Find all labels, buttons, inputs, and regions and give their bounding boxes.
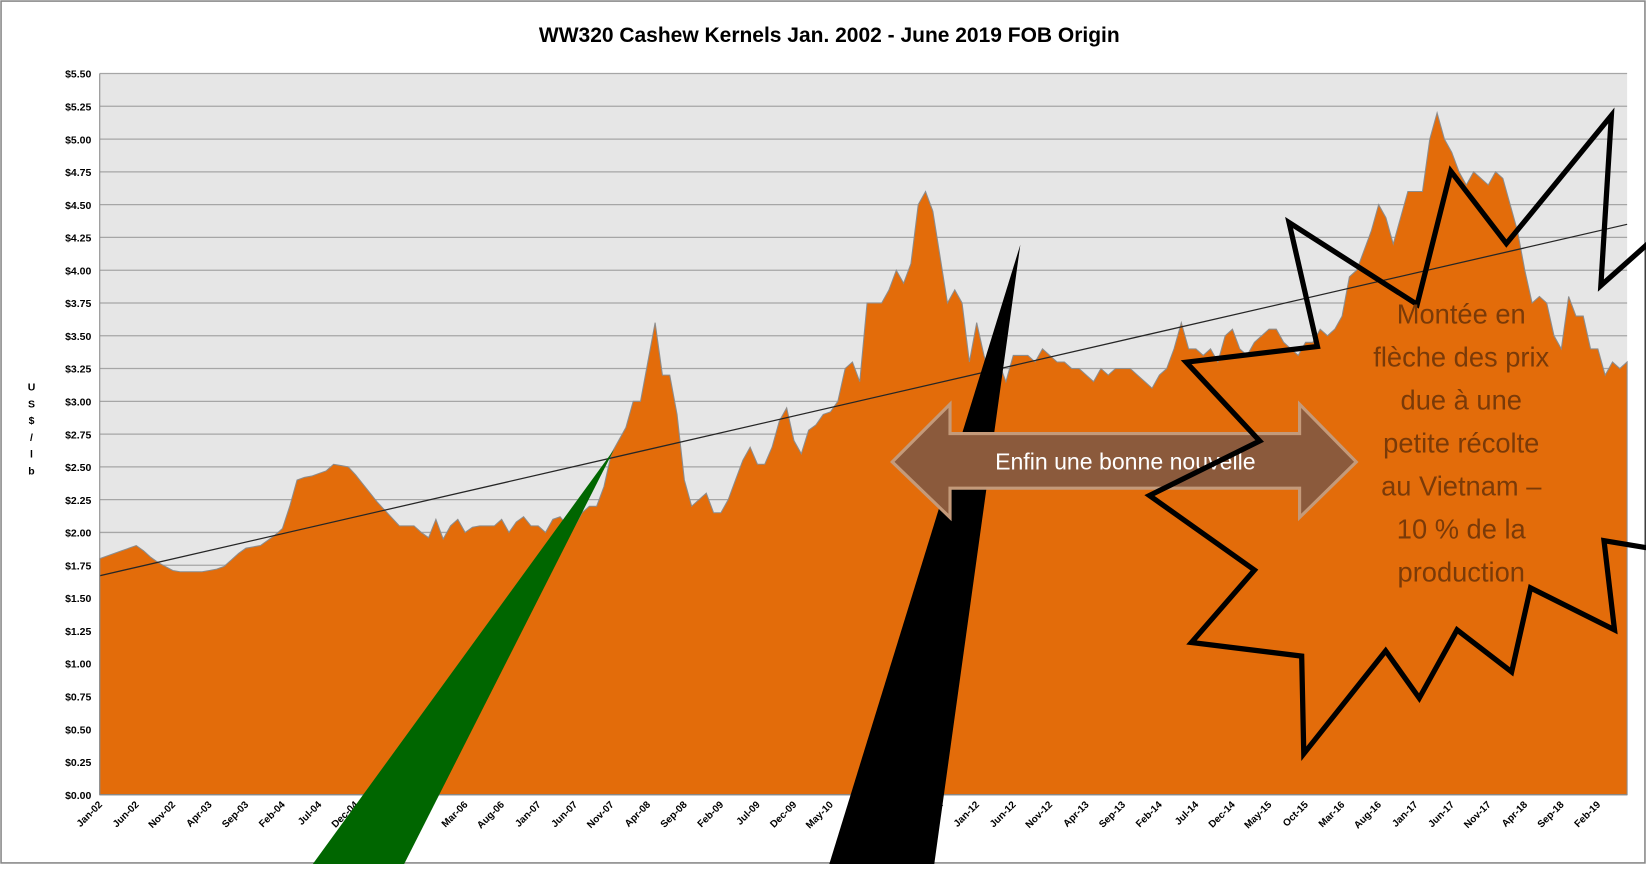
y-tick-label: $0.75	[65, 693, 91, 704]
y-tick-label: $4.75	[65, 168, 91, 179]
chart-title: WW320 Cashew Kernels Jan. 2002 - June 20…	[539, 24, 1120, 47]
starburst-line: petite récolte	[1383, 427, 1539, 458]
starburst-line: 10 % de la	[1397, 514, 1527, 545]
starburst-line: Montée en	[1397, 298, 1526, 329]
y-tick-label: $4.25	[65, 234, 91, 245]
y-tick-label: $5.25	[65, 102, 91, 113]
area	[99, 110, 1628, 796]
y-tick-label: $3.00	[65, 398, 91, 409]
starburst-line: due à une	[1401, 384, 1522, 415]
y-tick-label: $0.50	[65, 725, 91, 736]
y-tick-label: $2.75	[65, 430, 91, 441]
starburst-line: production	[1398, 557, 1525, 588]
y-tick-label: $0.00	[65, 791, 91, 802]
y-tick-label: $2.00	[65, 529, 91, 540]
y-tick-label: $1.50	[65, 594, 91, 605]
green-pointer	[312, 449, 615, 864]
y-tick-label: $4.00	[65, 266, 91, 277]
starburst-text: Montée en flèche des prix due à une petite …	[1373, 298, 1549, 587]
starburst	[1144, 107, 1646, 762]
y-tick-label: $1.00	[65, 660, 91, 671]
double-arrow	[890, 400, 1359, 522]
y-tick-label: $2.25	[65, 496, 91, 507]
starburst-line: au Vietnam –	[1381, 471, 1542, 502]
marks	[99, 110, 1628, 796]
y-tick-label: $3.25	[65, 365, 91, 376]
arrow-label: Enfin une bonne nouvelle	[995, 448, 1256, 474]
y-tick-label: $5.00	[65, 135, 91, 146]
y-axis-label: U S $ / l b	[28, 383, 36, 478]
y-tick-label: $5.50	[65, 70, 91, 81]
y-tick-label: $0.25	[65, 758, 91, 769]
y-tick-label: $2.50	[65, 463, 91, 474]
trend-line	[99, 223, 1628, 577]
y-tick-label: $1.75	[65, 561, 91, 572]
y-tick-label: $1.25	[65, 627, 91, 638]
starburst-line: flèche des prix	[1373, 341, 1549, 372]
y-tick-label: $3.75	[65, 299, 91, 310]
y-tick-label: $3.50	[65, 332, 91, 343]
y-tick-label: $4.50	[65, 201, 91, 212]
